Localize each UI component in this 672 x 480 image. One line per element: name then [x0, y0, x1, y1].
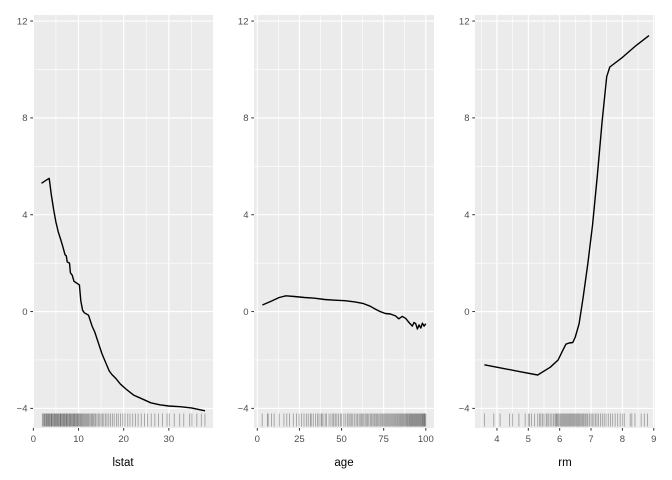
- axis-tick-marks: [30, 20, 170, 431]
- y-axis-tick-labels: −4 0 4 8 12: [459, 16, 470, 414]
- y-tick-label: −4: [17, 404, 28, 415]
- y-tick-label: −4: [459, 404, 470, 415]
- rug-marks: [261, 413, 427, 427]
- gridlines-minor: [475, 15, 655, 428]
- x-tick-label: 9: [651, 434, 656, 445]
- pdp-curve: [41, 177, 206, 412]
- plot-lstat: −4 0 4 8 12 0 10 20 30: [17, 15, 213, 445]
- x-axis-tick-labels: 0 25 50 75 100: [255, 434, 434, 445]
- y-tick-label: −4: [238, 404, 249, 415]
- y-tick-label: 12: [459, 16, 470, 27]
- axis-tick-marks: [251, 20, 427, 431]
- plot-age: −4 0 4 8 12 0 25 50 75 100: [238, 15, 434, 445]
- x-tick-label: 25: [294, 434, 305, 445]
- y-tick-label: 4: [22, 210, 27, 221]
- y-tick-label: 8: [243, 113, 248, 124]
- x-tick-label: 8: [620, 434, 625, 445]
- y-tick-label: 12: [17, 16, 28, 27]
- y-tick-label: 8: [22, 113, 27, 124]
- y-axis-tick-labels: −4 0 4 8 12: [17, 16, 28, 414]
- axis-tick-marks: [472, 20, 655, 431]
- y-tick-label: 8: [464, 113, 469, 124]
- gridlines-minor: [254, 15, 434, 428]
- y-tick-label: 0: [464, 307, 469, 318]
- x-tick-label: 10: [73, 434, 84, 445]
- gridlines-major: [475, 15, 655, 428]
- x-axis-title-age: age: [334, 457, 354, 469]
- gridlines-minor: [33, 15, 213, 428]
- x-tick-label: 4: [494, 434, 499, 445]
- x-axis-tick-labels: 0 10 20 30: [31, 434, 174, 445]
- x-axis-title-lstat: lstat: [112, 457, 134, 469]
- x-tick-label: 30: [164, 434, 175, 445]
- figure-lstat: −4 0 4 8 12 0 10 20 30 lstat: [0, 0, 228, 480]
- y-tick-label: 0: [243, 307, 248, 318]
- rug-marks: [41, 413, 206, 427]
- y-tick-label: 0: [22, 307, 27, 318]
- pdp-curve: [484, 35, 650, 376]
- y-tick-label: 12: [238, 16, 249, 27]
- gridlines-major: [254, 15, 434, 428]
- panel-background: [475, 15, 655, 428]
- panel-background: [254, 15, 434, 428]
- x-tick-label: 5: [526, 434, 531, 445]
- y-axis-tick-labels: −4 0 4 8 12: [238, 16, 249, 414]
- figure-rm: −4 0 4 8 12 4 5 6 7 8 9 rm: [450, 0, 672, 480]
- x-tick-label: 75: [378, 434, 389, 445]
- plot-rm: −4 0 4 8 12 4 5 6 7 8 9: [459, 15, 656, 445]
- rug-marks: [483, 413, 648, 427]
- gridlines-major: [32, 15, 213, 428]
- x-tick-label: 0: [31, 434, 36, 445]
- x-tick-label: 50: [336, 434, 347, 445]
- x-tick-label: 0: [255, 434, 260, 445]
- x-axis-title-rm: rm: [558, 457, 572, 469]
- y-tick-label: 4: [243, 210, 248, 221]
- x-axis-tick-labels: 4 5 6 7 8 9: [494, 434, 656, 445]
- x-tick-label: 7: [588, 434, 593, 445]
- x-tick-label: 6: [557, 434, 562, 445]
- x-tick-label: 20: [118, 434, 129, 445]
- pdp-curve: [262, 295, 427, 330]
- x-tick-label: 100: [418, 434, 434, 445]
- y-tick-label: 4: [464, 210, 469, 221]
- panel-background: [33, 15, 213, 428]
- figure-age: −4 0 4 8 12 0 25 50 75 100 age: [228, 0, 450, 480]
